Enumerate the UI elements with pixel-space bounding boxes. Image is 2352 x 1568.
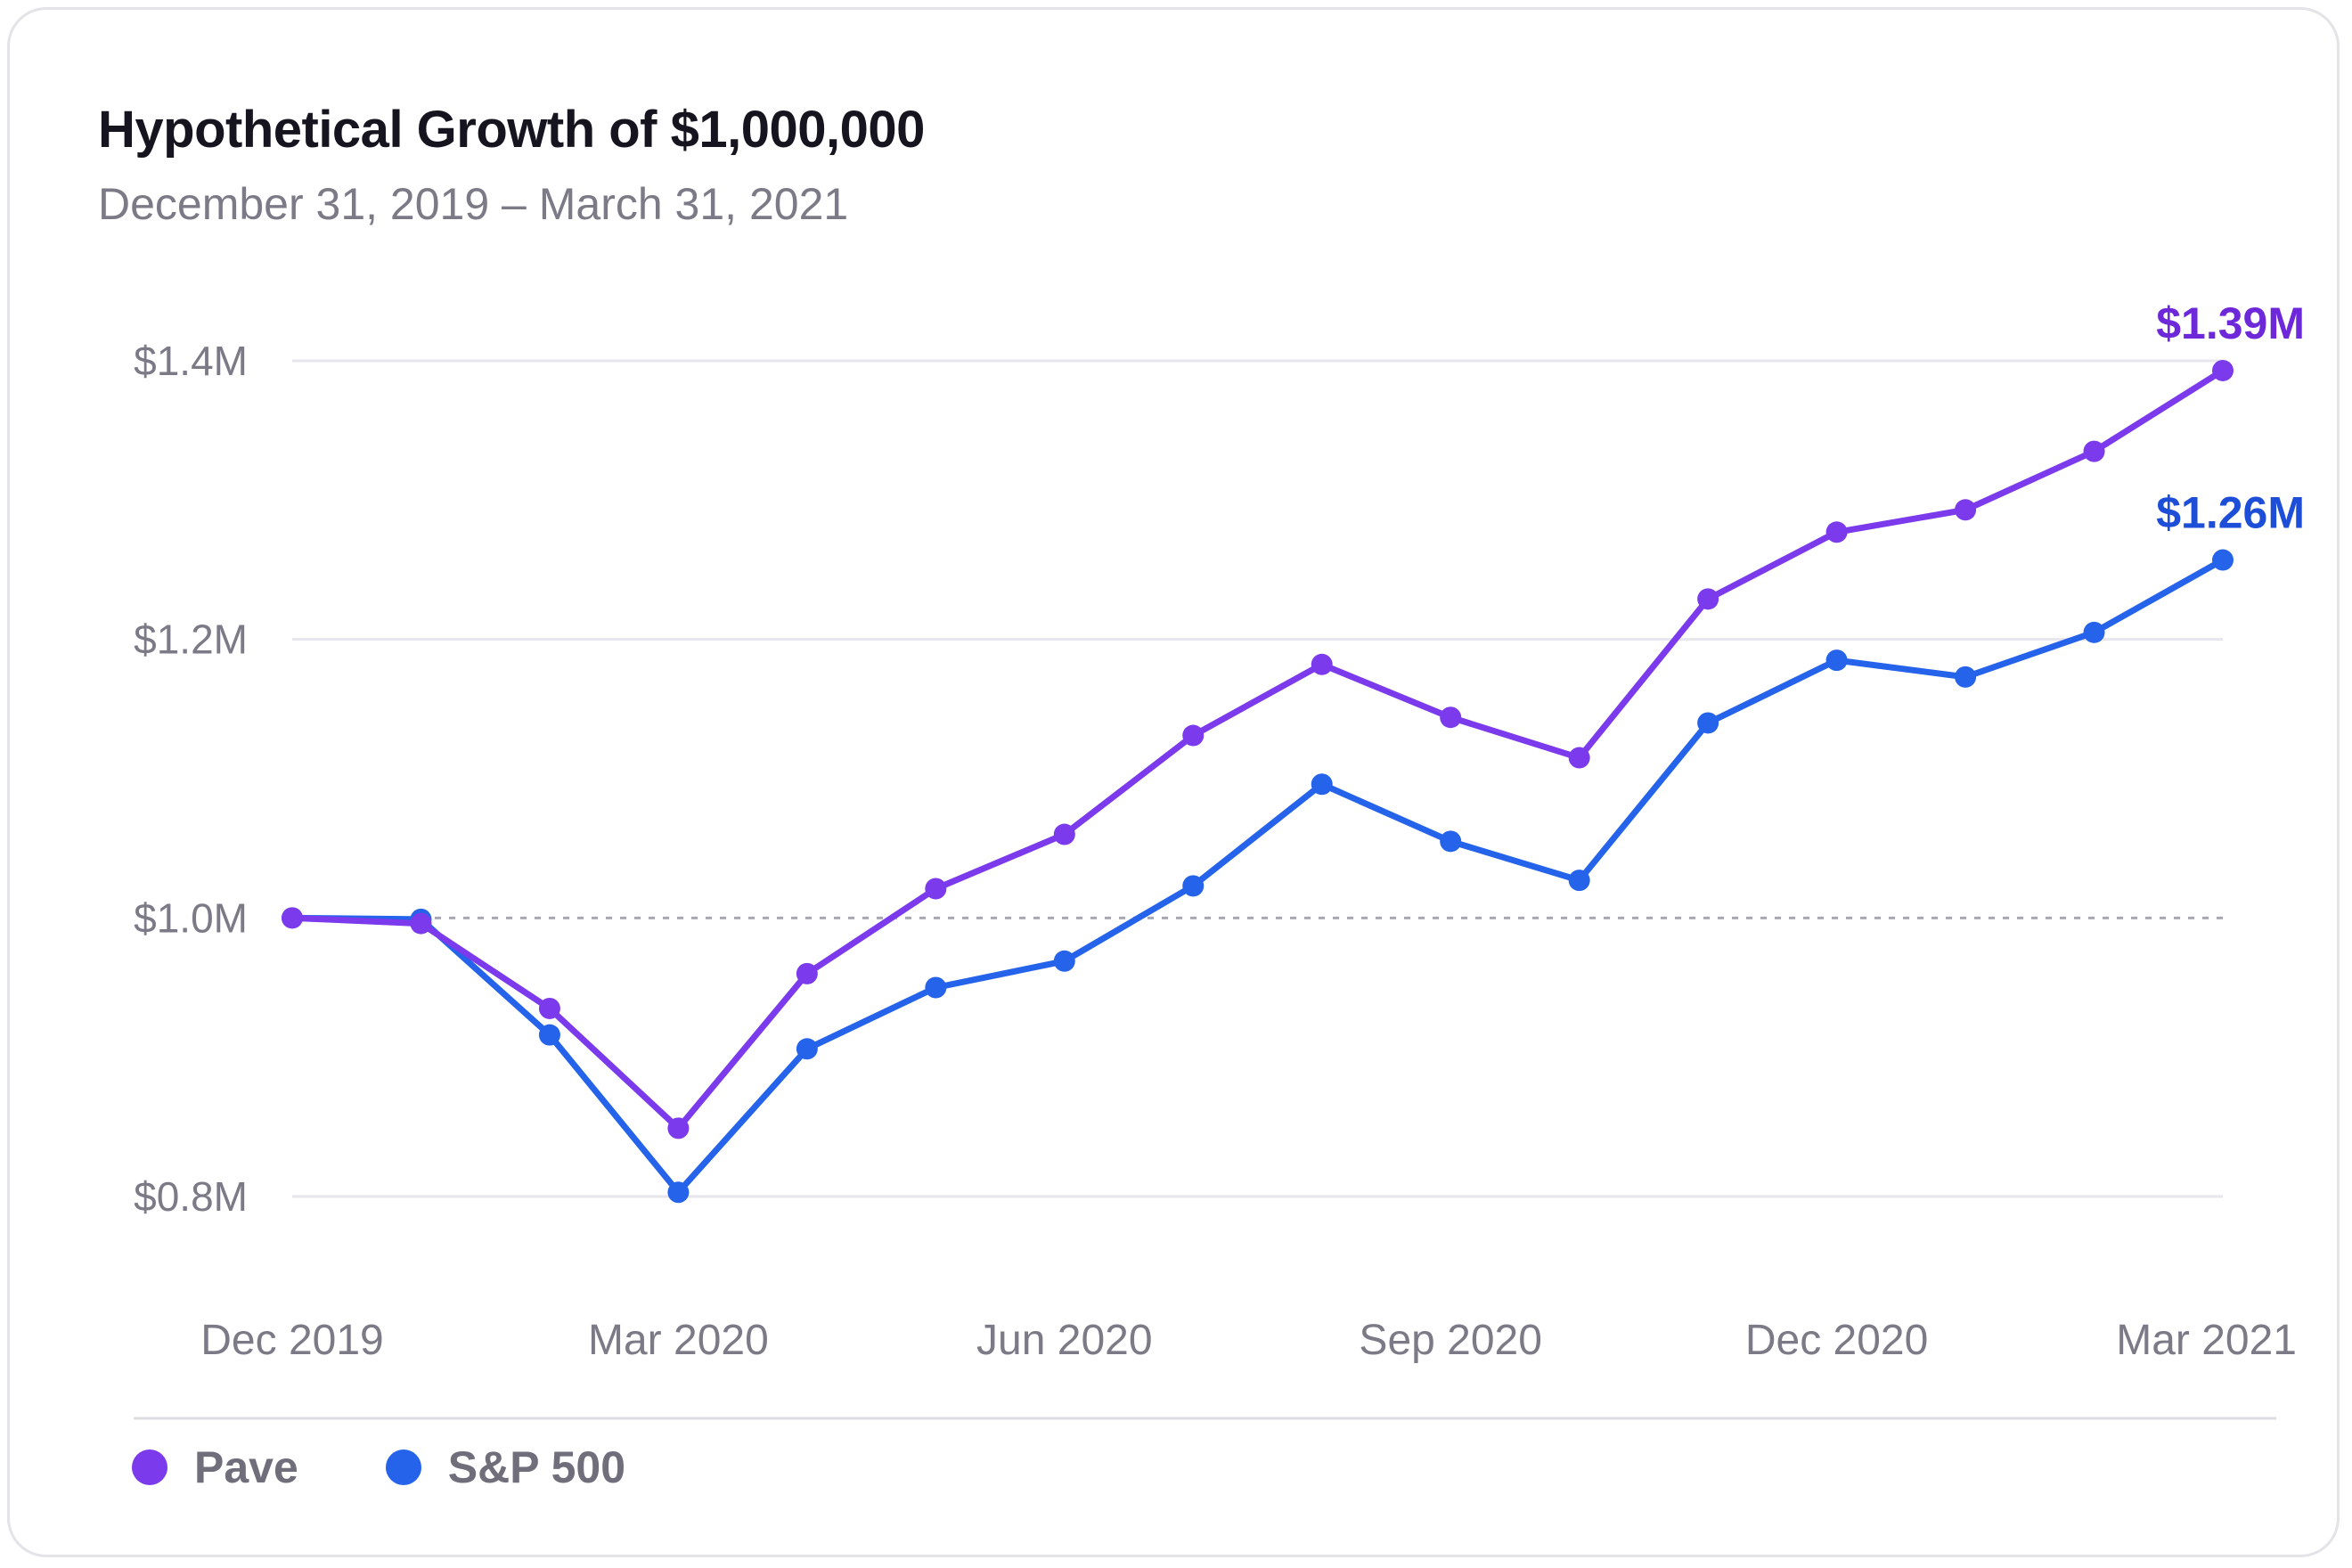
data-point[interactable] xyxy=(1311,773,1333,796)
data-point[interactable] xyxy=(1955,666,1977,688)
data-point[interactable] xyxy=(282,907,303,929)
legend-item-pave[interactable]: Pave xyxy=(132,1441,298,1493)
legend-dot-sp500 xyxy=(385,1450,421,1485)
data-point[interactable] xyxy=(796,962,818,984)
data-point[interactable] xyxy=(2083,440,2105,462)
data-point[interactable] xyxy=(1182,724,1205,747)
data-point[interactable] xyxy=(1568,747,1590,769)
data-point[interactable] xyxy=(667,1117,690,1139)
series-sp500 xyxy=(282,549,2234,1204)
legend-label-sp500: S&P 500 xyxy=(447,1442,625,1492)
chart-subtitle: December 31, 2019 – March 31, 2021 xyxy=(98,179,849,229)
data-point[interactable] xyxy=(1053,823,1075,845)
x-axis-ticks: Dec 2019 Mar 2020 Jun 2020 Sep 2020 Dec 2020… xyxy=(200,1317,2297,1364)
data-point[interactable] xyxy=(1825,649,1848,672)
end-labels: $1.39M $1.26M xyxy=(2156,298,2305,538)
x-tick-label: Sep 2020 xyxy=(1359,1317,1542,1364)
series-line xyxy=(289,557,2226,1196)
legend-dot-pave xyxy=(132,1450,167,1485)
end-label-sp500: $1.26M xyxy=(2156,488,2305,538)
series-lines xyxy=(282,359,2234,1204)
data-point[interactable] xyxy=(1311,653,1333,675)
data-point[interactable] xyxy=(1568,870,1590,892)
y-tick-label: $1.0M xyxy=(134,894,248,941)
data-point[interactable] xyxy=(538,997,560,1019)
data-point[interactable] xyxy=(2083,621,2105,643)
x-tick-label: Jun 2020 xyxy=(976,1317,1153,1364)
data-point[interactable] xyxy=(1697,588,1719,610)
data-point[interactable] xyxy=(1053,950,1075,972)
x-tick-label: Dec 2020 xyxy=(1745,1317,1928,1364)
x-tick-label: Mar 2021 xyxy=(2116,1317,2297,1364)
y-tick-label: $1.2M xyxy=(134,617,248,663)
series-pave xyxy=(282,359,2234,1139)
x-tick-label: Mar 2020 xyxy=(588,1317,769,1364)
data-point[interactable] xyxy=(2212,359,2234,381)
chart-title: Hypothetical Growth of $1,000,000 xyxy=(98,101,925,159)
data-point[interactable] xyxy=(1440,830,1462,853)
legend-label-pave: Pave xyxy=(194,1442,298,1492)
series-line xyxy=(289,367,2226,1131)
data-point[interactable] xyxy=(925,878,947,900)
legend: Pave S&P 500 xyxy=(132,1441,713,1493)
data-point[interactable] xyxy=(667,1181,690,1204)
chart-card xyxy=(7,7,2340,1557)
data-point[interactable] xyxy=(925,976,947,999)
legend-item-sp500[interactable]: S&P 500 xyxy=(385,1441,625,1493)
data-point[interactable] xyxy=(1182,875,1205,897)
data-point[interactable] xyxy=(1440,706,1462,729)
data-point[interactable] xyxy=(1697,712,1719,734)
y-axis-ticks: $0.8M $1.0M $1.2M $1.4M xyxy=(134,338,248,1220)
data-point[interactable] xyxy=(796,1038,818,1060)
data-point[interactable] xyxy=(538,1024,560,1046)
data-point[interactable] xyxy=(1955,499,1977,521)
data-point[interactable] xyxy=(410,912,432,935)
y-tick-label: $1.4M xyxy=(134,338,248,384)
x-tick-label: Dec 2019 xyxy=(200,1317,383,1364)
end-label-pave: $1.39M xyxy=(2156,298,2305,348)
data-point[interactable] xyxy=(2212,549,2234,571)
y-tick-label: $0.8M xyxy=(134,1173,248,1220)
data-point[interactable] xyxy=(1825,521,1848,543)
gridlines xyxy=(292,359,2223,1198)
